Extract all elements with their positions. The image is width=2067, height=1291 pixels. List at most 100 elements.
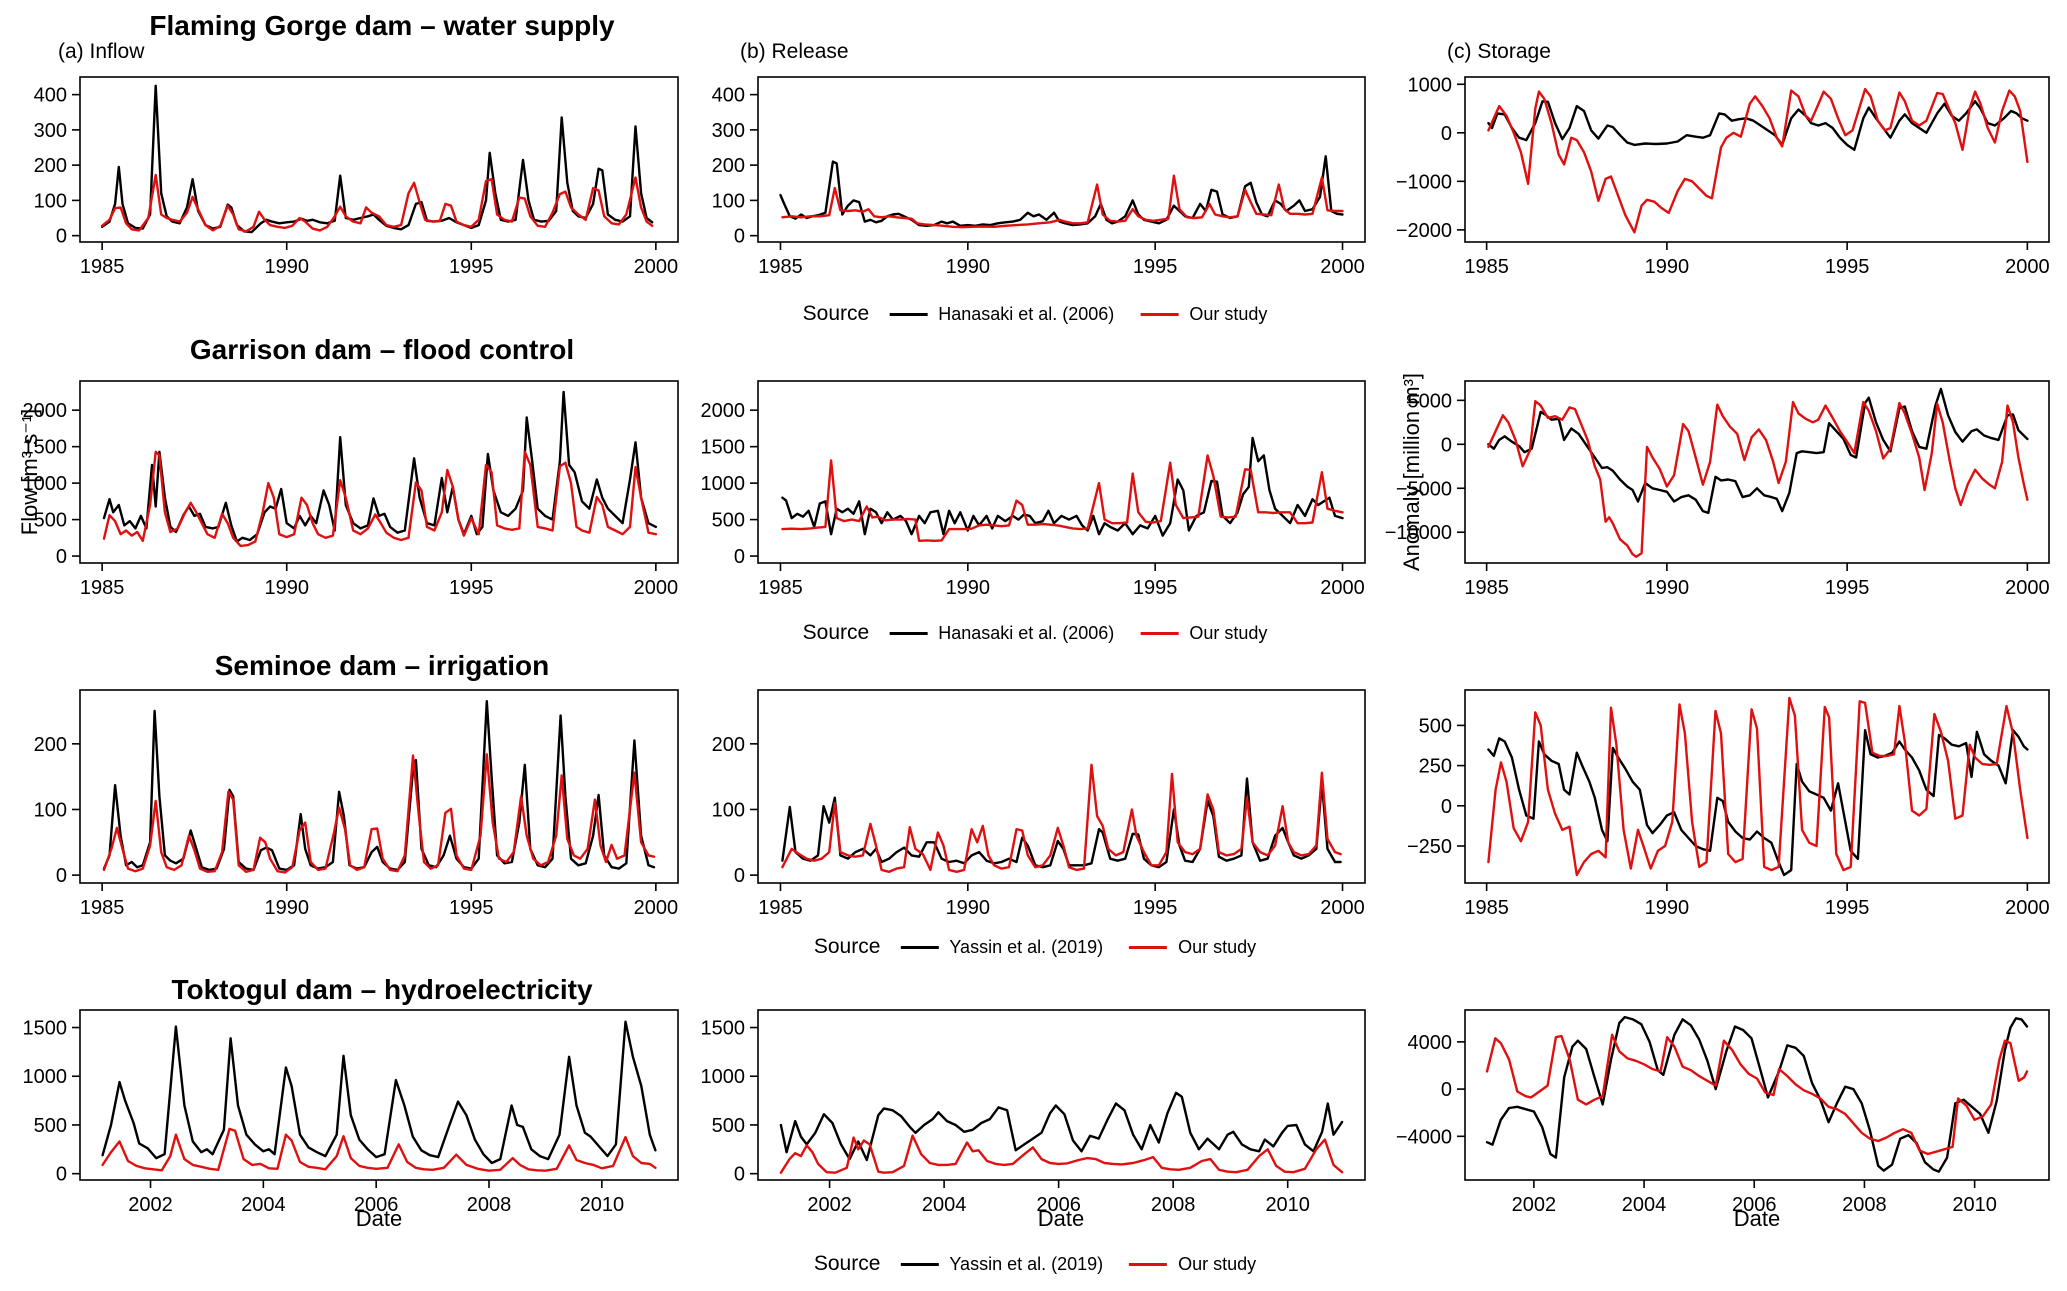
series-line-our-study [1485, 1033, 2029, 1156]
panel-row4-col3: 2002 2004 2006 2008 2010 4000 0 −4000 [1396, 1009, 2050, 1216]
y-tick-label: 100 [34, 190, 67, 212]
legend-entry-our-study: Our study [1189, 303, 1268, 324]
panel-border [79, 76, 679, 243]
black-line-swatch-icon [900, 1262, 939, 1266]
x-tick-label: 1990 [1645, 897, 1690, 919]
legend-entry-our-study: Our study [1189, 622, 1268, 643]
y-tick-label: 0 [1441, 123, 1452, 145]
panel-border [1464, 380, 2050, 564]
legend-title: Source [813, 1252, 881, 1275]
y-tick-label: 100 [712, 190, 745, 212]
x-tick-label: 2002 [807, 1194, 852, 1216]
series-line-reference [779, 1091, 1344, 1162]
x-tick-label: 2002 [128, 1194, 173, 1216]
panel-border [757, 380, 1366, 564]
panel-row2-col2: 1985 1990 1995 2000 0 500 1000 1500 2000 [701, 380, 1366, 599]
x-tick-label: 1985 [758, 577, 803, 599]
y-tick-label: 0 [1441, 796, 1452, 818]
y-tick-label: 5000 [1408, 390, 1453, 412]
x-tick-label: 1990 [946, 256, 991, 278]
panel-row3-col2: 1985 1990 1995 2000 0 100 200 [712, 689, 1366, 919]
legend-entry-our-study: Our study [1178, 936, 1257, 957]
y-tick-label: 0 [734, 546, 745, 568]
flow-axis-label: Flow [m³ s⁻¹] [17, 408, 42, 536]
x-tick-label: 2000 [2005, 256, 2050, 278]
series-line-our-study [102, 753, 656, 874]
row1-title: Flaming Gorge dam – water supply [149, 10, 615, 41]
red-line-swatch-icon [1140, 631, 1179, 635]
x-tick-label: 2000 [1320, 256, 1365, 278]
series-line-our-study [781, 174, 1344, 229]
y-tick-label: −250 [1407, 836, 1452, 858]
x-tick-label: 1990 [1645, 256, 1690, 278]
x-tick-label: 1985 [80, 897, 125, 919]
row3-title: Seminoe dam – irrigation [214, 650, 550, 681]
series-line-our-study [1487, 696, 2029, 877]
date-axis-label-right: Date [1733, 1206, 1781, 1231]
legend-row3: Source Yassin et al. (2019) Our study [814, 935, 1256, 959]
legend-entry-reference: Yassin et al. (2019) [949, 936, 1104, 957]
legend-entry-reference: Hanasaki et al. (2006) [938, 622, 1115, 643]
series-line-our-study [781, 763, 1342, 873]
legend-entry-our-study: Our study [1178, 1253, 1257, 1274]
panel-row1-col2: 1985 1990 1995 2000 0 100 200 300 400 [712, 76, 1366, 278]
x-tick-label: 1985 [1464, 256, 1509, 278]
series-line-our-study [102, 450, 658, 548]
x-tick-label: 1995 [1133, 256, 1178, 278]
x-tick-label: 2000 [2005, 897, 2050, 919]
x-tick-label: 1995 [1825, 577, 1870, 599]
series-line-reference [1487, 100, 2029, 152]
series-line-reference [1485, 1015, 2029, 1173]
panel-border [79, 689, 679, 884]
legend-row1: Source Hanasaki et al. (2006) Our study [803, 302, 1268, 326]
y-tick-label: 0 [734, 1164, 745, 1186]
x-tick-label: 1985 [1464, 577, 1509, 599]
row2-title: Garrison dam – flood control [189, 334, 575, 365]
y-tick-label: 500 [1419, 715, 1452, 737]
x-tick-label: 2004 [1622, 1194, 1667, 1216]
y-tick-label: 1500 [701, 1018, 746, 1040]
x-tick-label: 2008 [467, 1194, 512, 1216]
x-tick-label: 2008 [1151, 1194, 1196, 1216]
x-tick-label: 2010 [1265, 1194, 1310, 1216]
x-tick-label: 1995 [449, 256, 494, 278]
x-tick-label: 2008 [1842, 1194, 1887, 1216]
red-line-swatch-icon [1129, 945, 1168, 949]
red-line-swatch-icon [1140, 312, 1179, 316]
y-tick-label: −2000 [1396, 220, 1452, 242]
x-tick-label: 1985 [758, 256, 803, 278]
y-tick-label: 1500 [701, 437, 746, 459]
panel-row4-col1: 2002 2004 2006 2008 2010 0 500 1000 1500 [23, 1009, 679, 1216]
x-tick-label: 2006 [1036, 1194, 1081, 1216]
black-line-swatch-icon [889, 631, 928, 635]
y-tick-label: 0 [56, 226, 67, 248]
series-line-reference [102, 390, 658, 543]
panel-label-storage: (c) Storage [1447, 40, 1551, 63]
x-tick-label: 2006 [1732, 1194, 1777, 1216]
series-line-our-study [101, 1127, 657, 1172]
x-tick-label: 2010 [1952, 1194, 1997, 1216]
y-tick-label: −4000 [1396, 1126, 1452, 1148]
series-line-reference [779, 155, 1344, 228]
y-tick-label: 400 [34, 85, 67, 107]
panel-border [79, 1009, 679, 1181]
panel-border [79, 380, 679, 564]
x-tick-label: 1990 [946, 897, 991, 919]
x-tick-label: 2000 [1320, 897, 1365, 919]
y-tick-label: 300 [34, 120, 67, 142]
y-tick-label: 2000 [701, 400, 746, 422]
x-tick-label: 2000 [2005, 577, 2050, 599]
panel-row1-col3: 1985 1990 1995 2000 1000 0 −1000 −2000 [1396, 74, 2050, 278]
x-tick-label: 1995 [1133, 577, 1178, 599]
series-line-reference [781, 436, 1344, 537]
y-tick-label: 200 [712, 155, 745, 177]
series-line-reference [781, 777, 1342, 869]
y-tick-label: 0 [56, 1164, 67, 1186]
x-tick-label: 1990 [264, 256, 309, 278]
y-tick-label: 1000 [701, 473, 746, 495]
y-tick-label: 1500 [23, 437, 68, 459]
panel-row3-col1: 1985 1990 1995 2000 0 100 200 [34, 689, 679, 919]
x-tick-label: 2004 [241, 1194, 286, 1216]
y-tick-label: 0 [1441, 1079, 1452, 1101]
